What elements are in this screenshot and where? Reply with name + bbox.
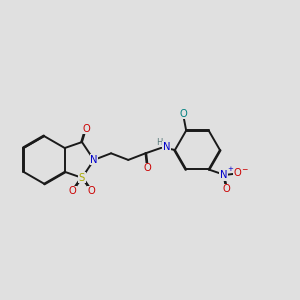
Text: H: H [156, 138, 163, 147]
Text: O: O [143, 163, 151, 173]
Text: O: O [222, 184, 230, 194]
Text: N: N [163, 142, 170, 152]
Text: O: O [180, 109, 188, 119]
Text: N: N [220, 170, 227, 180]
Text: O: O [87, 186, 95, 196]
Text: S: S [79, 173, 85, 183]
Text: −: − [241, 165, 247, 174]
Text: O: O [69, 186, 76, 196]
Text: N: N [90, 155, 98, 165]
Text: O: O [234, 169, 241, 178]
Text: +: + [227, 166, 233, 172]
Text: O: O [82, 124, 90, 134]
